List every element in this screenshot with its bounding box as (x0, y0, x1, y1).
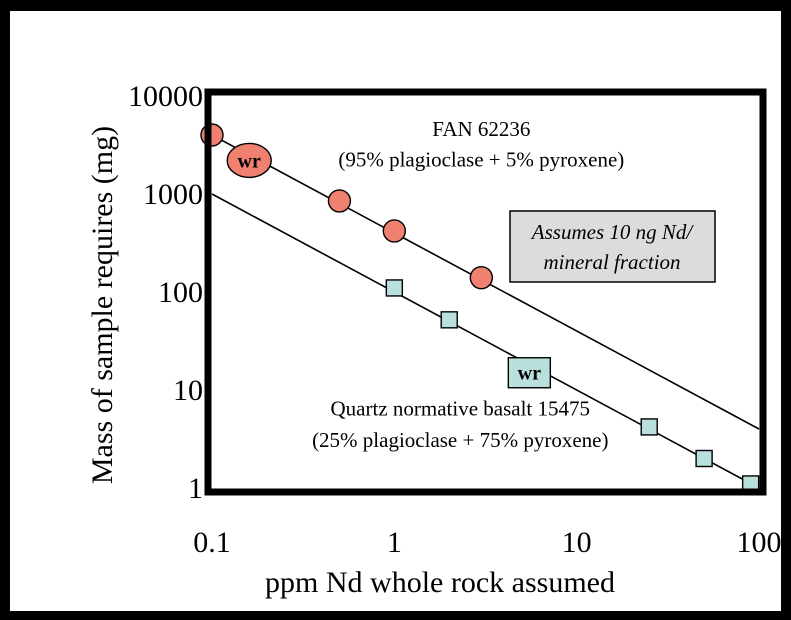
y-tick-label: 1000 (143, 178, 203, 211)
x-tick-label: 0.1 (193, 526, 231, 559)
fit-line-2 (211, 193, 760, 489)
y-tick-label: 10 (173, 374, 203, 407)
data-point-circle (382, 219, 407, 243)
data-point-circle (200, 123, 224, 147)
plot-frame (204, 88, 767, 496)
annotation-text: (95% plagioclase + 5% pyroxene) (338, 147, 624, 171)
x-tick-label: 10 (562, 526, 592, 559)
x-tick-labels: 0.1 1 10 100 (193, 526, 781, 559)
wr-marker-circle (226, 142, 272, 179)
wr-label: wr (518, 363, 541, 385)
data-point-circle (327, 189, 352, 213)
y-tick-labels: 1 10 100 1000 10000 (128, 80, 203, 505)
data-point-square (385, 279, 404, 297)
note-box-frame (509, 210, 716, 283)
x-axis-label: ppm Nd whole rock assumed (265, 566, 615, 599)
x-tick-label: 1 (387, 526, 402, 559)
y-tick-label: 1 (188, 472, 203, 505)
y-tick-label: 100 (158, 276, 203, 309)
annotations: FAN 62236 (95% plagioclase + 5% pyroxene)… (312, 117, 624, 452)
note-box: Assumes 10 ng Nd/ mineral fraction (509, 210, 716, 283)
note-line-2: mineral fraction (543, 250, 680, 274)
annotation-text: FAN 62236 (432, 117, 530, 141)
note-line-1: Assumes 10 ng Nd/ (530, 220, 695, 244)
annotation-text: Quartz normative basalt 15475 (331, 396, 591, 420)
data-point-square (640, 418, 658, 436)
annotation-text: (25% plagioclase + 75% pyroxene) (312, 428, 608, 452)
wr-label: wr (238, 150, 261, 172)
figure-background (10, 11, 781, 611)
data-point-square (440, 311, 458, 329)
data-markers: wr wr (200, 123, 760, 493)
y-axis-label: Mass of sample requires (mg) (86, 126, 119, 484)
wr-marker-square (507, 357, 552, 389)
y-tick-label: 10000 (128, 80, 203, 113)
data-point-square (695, 449, 713, 468)
data-point-circle (469, 265, 494, 290)
x-tick-label: 100 (737, 526, 782, 559)
